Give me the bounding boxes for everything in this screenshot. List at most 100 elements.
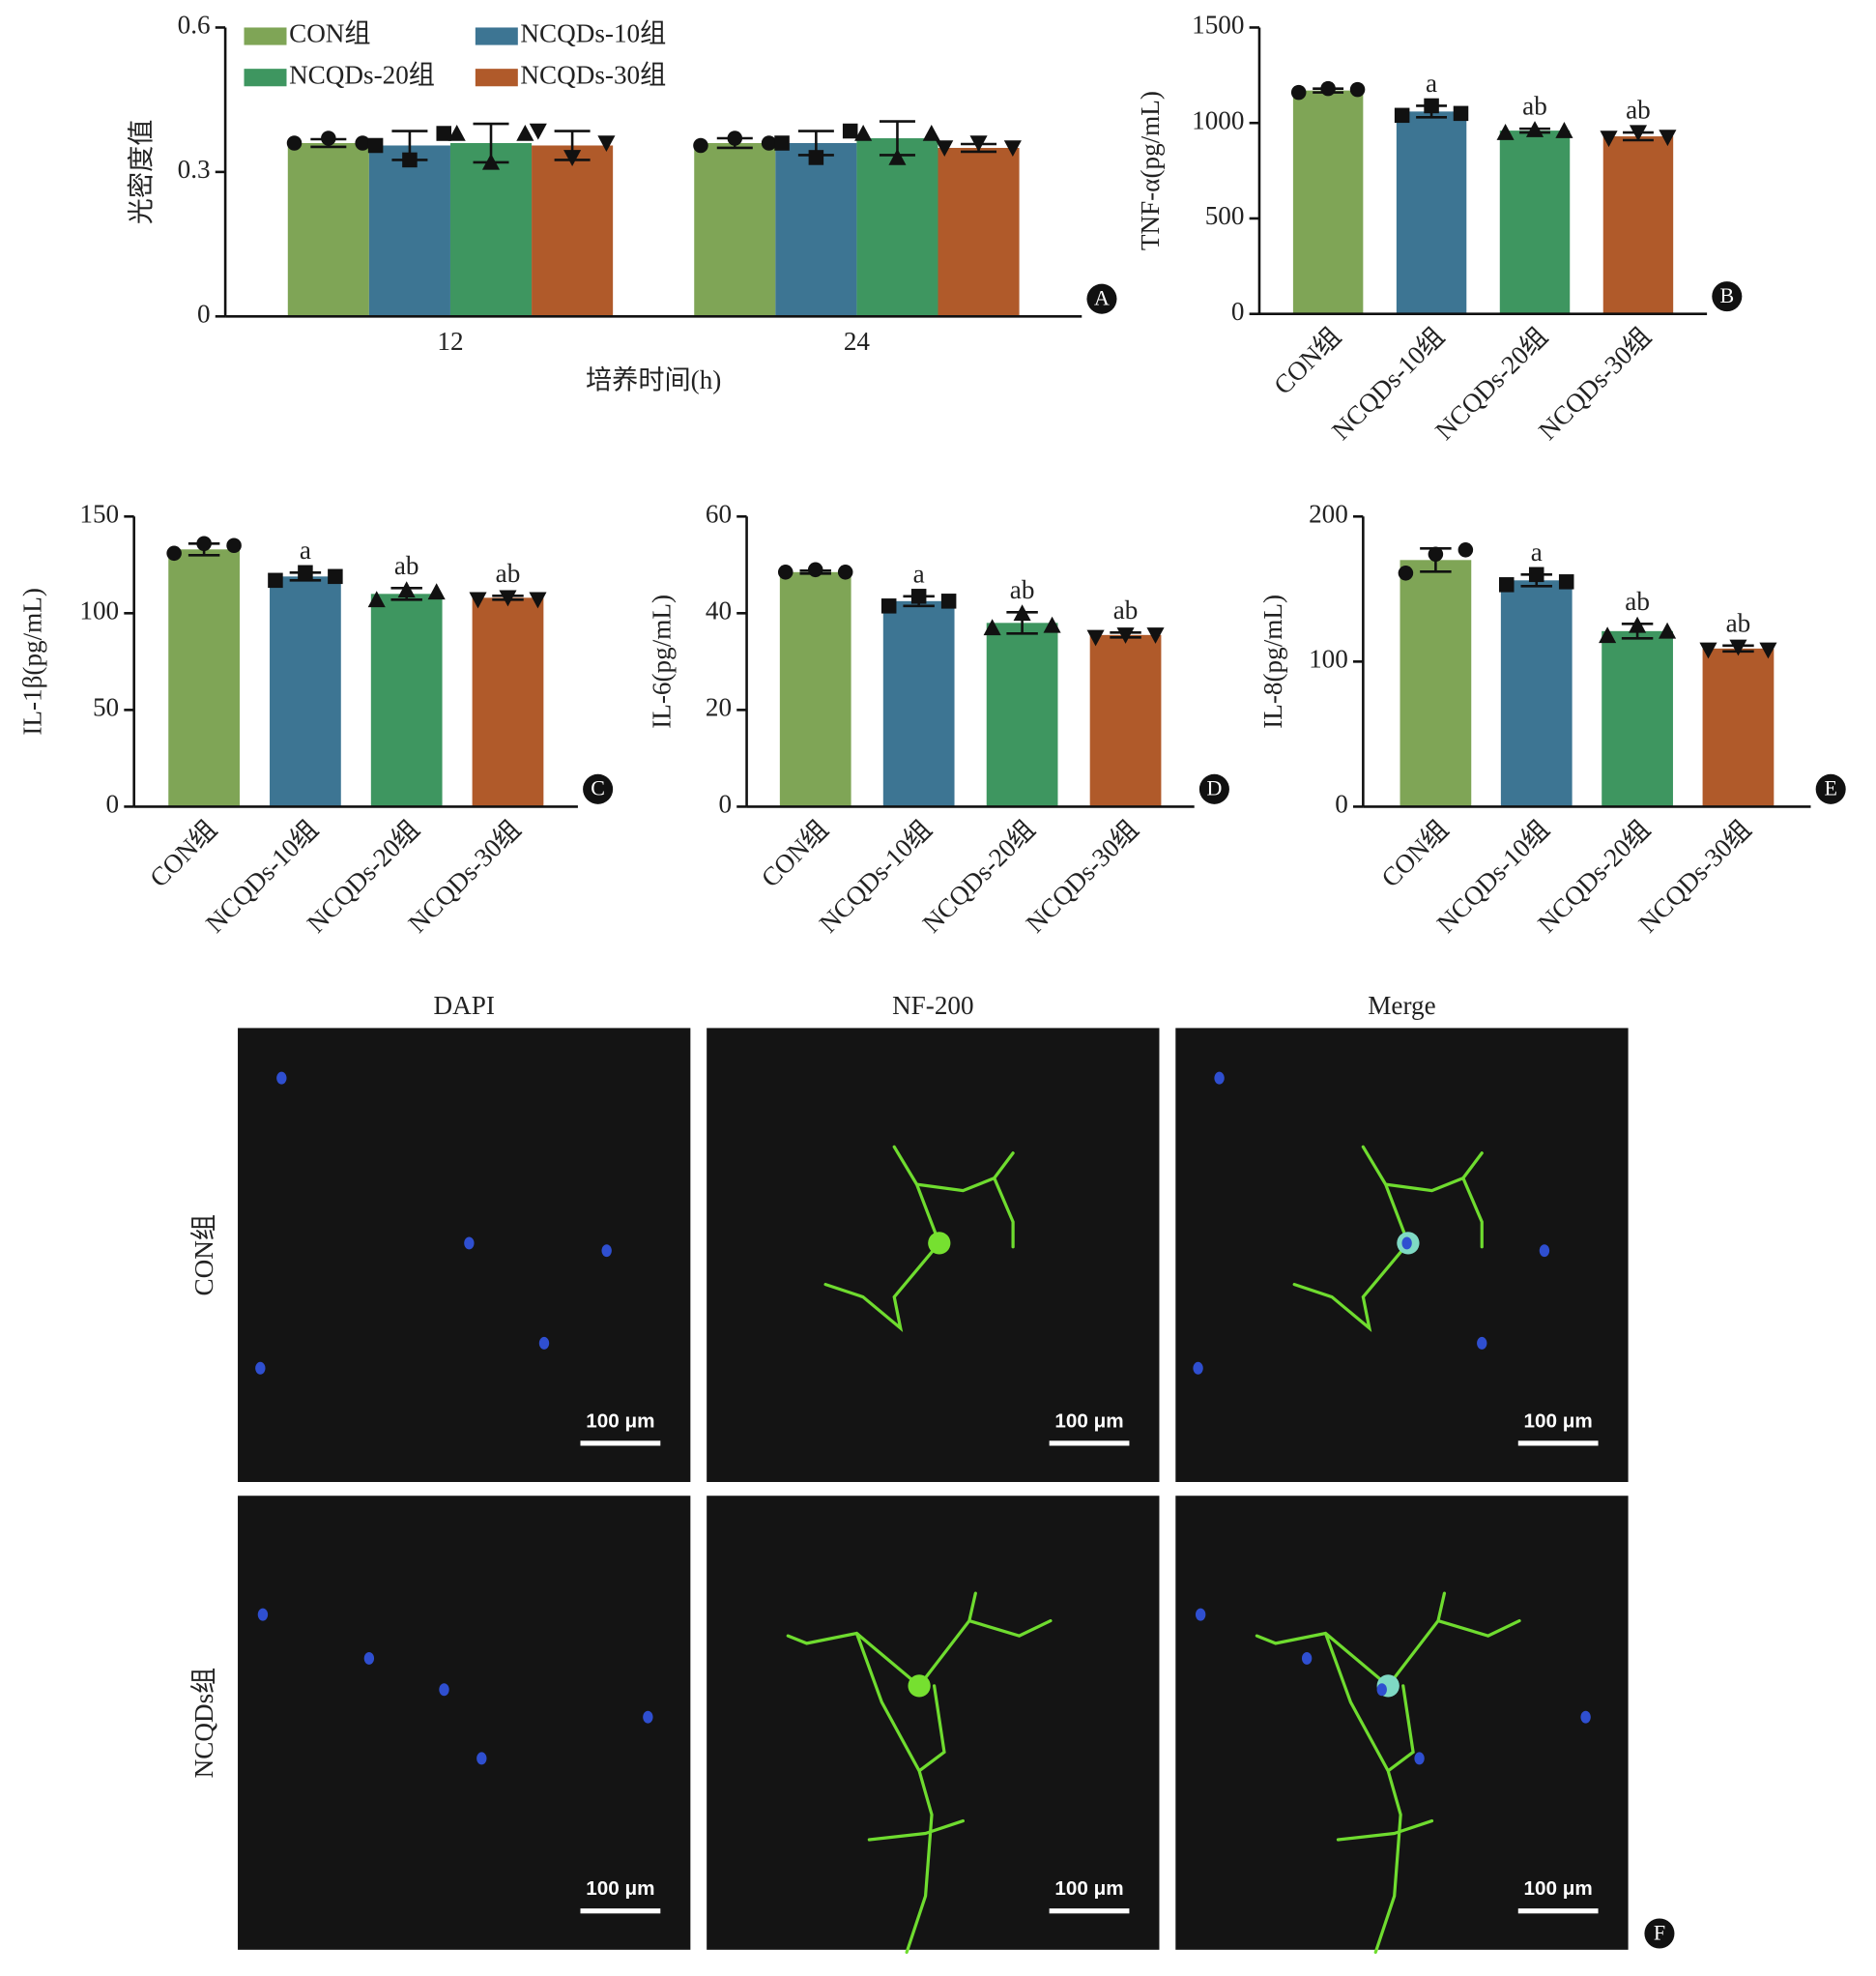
panel-badge [1086,283,1117,314]
soma [928,1232,951,1255]
bar [1396,111,1467,314]
data-point [693,137,708,154]
legend-label: CON组 [289,19,371,48]
scale-bar [1049,1908,1130,1914]
data-point [1528,567,1544,583]
legend-swatch [244,69,287,87]
legend-label: NCQDs-20组 [289,60,435,89]
data-point [807,562,823,578]
nucleus [439,1683,449,1697]
data-point [1003,140,1022,158]
micrograph: 100 μm [238,1028,691,1482]
data-point [402,152,418,168]
data-point [516,124,534,141]
y-tick-label: 100 [1309,645,1348,674]
data-point [355,135,370,151]
panel-letter: C [591,776,605,800]
panel-letter: B [1719,283,1734,307]
x-tick-label: CON组 [1268,322,1346,400]
data-point [1629,616,1647,633]
y-tick-label: 0 [1231,297,1245,326]
micrograph-background [707,1028,1160,1482]
data-point [1629,125,1648,142]
nucleus [464,1236,475,1250]
scale-bar [1517,1908,1599,1914]
data-point [481,153,501,170]
column-header: Merge [1368,991,1435,1020]
data-point [286,135,303,151]
bar [1089,634,1162,807]
legend-swatch [475,27,518,45]
significance-label: ab [1625,587,1650,616]
bar [532,145,614,317]
data-point [842,123,858,139]
data-point [1394,107,1410,124]
data-point [563,150,582,166]
data-point [761,135,777,151]
data-point [1320,80,1336,97]
nucleus [476,1752,487,1765]
data-point [1428,546,1444,563]
data-point [367,137,384,154]
data-point [969,135,988,153]
x-tick-label: CON组 [1375,815,1454,893]
bar [1500,580,1573,807]
nucleus [1401,1236,1412,1250]
bar [1499,131,1571,314]
data-point [808,150,824,165]
y-axis-label: IL-1β(pg/mL) [18,588,47,736]
y-tick-label: 0.6 [178,11,211,40]
scale-bar [580,1908,661,1914]
data-point [1398,566,1414,581]
neuron [1292,1145,1484,1333]
bar [472,597,544,807]
data-point [529,592,547,609]
panel-badge [1198,773,1229,804]
data-point [1659,130,1677,147]
y-tick-label: 0 [106,790,120,819]
scale-bar-label: 100 μm [1523,1877,1592,1900]
data-point [196,536,212,552]
x-tick-label: CON组 [144,815,222,893]
bar [1702,648,1775,807]
data-point [529,123,547,140]
data-point [1290,84,1307,101]
x-tick-label: 12 [437,327,463,356]
y-tick-label: 150 [79,500,119,529]
x-axis-label: 培养时间(h) [586,365,721,394]
bar [986,623,1058,807]
data-point [1086,629,1105,647]
significance-label: ab [1522,92,1547,121]
legend-label: NCQDs-10组 [520,19,666,48]
panel-letter: A [1094,286,1110,310]
y-axis-label: IL-6(pg/mL) [647,595,676,729]
column-header: DAPI [434,991,495,1020]
data-point [1424,98,1439,114]
y-axis-label: IL-8(pg/mL) [1258,595,1287,729]
scale-bar [1049,1440,1130,1446]
column-header: NF-200 [892,991,974,1020]
bar [370,594,443,807]
neuron [786,1591,1053,1955]
data-point [777,565,794,580]
legend-swatch [475,69,518,87]
y-tick-label: 1500 [1192,11,1244,40]
nucleus [1193,1361,1203,1375]
nucleus [643,1710,653,1724]
nucleus [1376,1683,1387,1697]
data-point [1043,616,1061,633]
bar [270,576,341,807]
data-point [166,545,182,562]
data-point [597,135,616,153]
nucleus [601,1244,612,1258]
x-tick-label: CON组 [756,815,834,893]
micrograph-background [1175,1496,1629,1950]
data-point [1555,122,1573,138]
scale-bar-label: 100 μm [1523,1409,1592,1432]
legend-swatch [244,27,287,45]
y-tick-label: 0 [197,300,211,329]
data-point [983,619,1001,636]
y-tick-label: 50 [93,693,119,722]
data-point [1659,622,1677,639]
micrograph-background [238,1028,691,1482]
